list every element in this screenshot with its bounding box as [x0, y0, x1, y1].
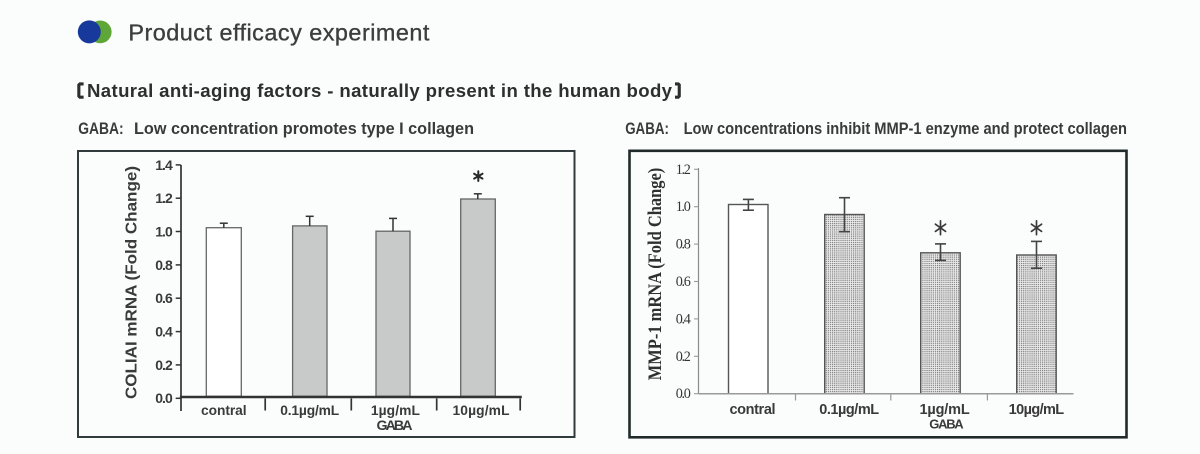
svg-text:1.0: 1.0	[155, 223, 173, 239]
svg-text:1.2: 1.2	[155, 190, 173, 206]
svg-text:1.0: 1.0	[676, 199, 691, 215]
svg-text:GABA: GABA	[377, 418, 413, 434]
svg-text:1.4: 1.4	[155, 157, 173, 173]
svg-text:1µg/mL: 1µg/mL	[371, 403, 420, 418]
svg-text:0.1µg/mL: 0.1µg/mL	[819, 402, 879, 418]
svg-text:10µg/mL: 10µg/mL	[1009, 402, 1065, 418]
svg-text:MMP-1 mRNA (Fold Change): MMP-1 mRNA (Fold Change)	[645, 168, 666, 381]
svg-text:10µg/mL: 10µg/mL	[453, 403, 510, 418]
svg-text:GABA:: GABA:	[78, 120, 123, 138]
svg-text:COLIAI mRNA (Fold Change): COLIAI mRNA (Fold Change)	[124, 166, 141, 399]
svg-text:contral: contral	[729, 402, 775, 418]
svg-text:0.8: 0.8	[155, 257, 173, 273]
svg-text:0.1µg/mL: 0.1µg/mL	[280, 403, 339, 418]
svg-text:Product efficacy experiment: Product efficacy experiment	[128, 20, 430, 46]
svg-text:1.2: 1.2	[676, 162, 691, 178]
svg-text:0.6: 0.6	[676, 274, 691, 290]
svg-text:contral: contral	[201, 403, 246, 418]
svg-text:0.8: 0.8	[676, 237, 691, 253]
svg-text:0.2: 0.2	[676, 349, 691, 365]
svg-text:0.4: 0.4	[155, 324, 173, 340]
svg-text:0.6: 0.6	[155, 290, 173, 306]
svg-text:GABA:: GABA:	[625, 120, 669, 138]
svg-text:Low concentrations inhibit MMP: Low concentrations inhibit MMP-1 enzyme …	[684, 120, 1127, 138]
svg-text:GABA: GABA	[929, 416, 964, 431]
svg-text:Low concentration promotes typ: Low concentration promotes type I collag…	[134, 120, 474, 138]
svg-text:0.2: 0.2	[155, 357, 173, 373]
svg-text:1µg/mL: 1µg/mL	[919, 402, 969, 418]
svg-text:0.0: 0.0	[155, 390, 173, 406]
svg-text:Natural anti-aging factors - n: Natural anti-aging factors - naturally p…	[87, 80, 673, 101]
svg-text:0.4: 0.4	[676, 311, 691, 327]
svg-text:0.0: 0.0	[676, 386, 691, 402]
